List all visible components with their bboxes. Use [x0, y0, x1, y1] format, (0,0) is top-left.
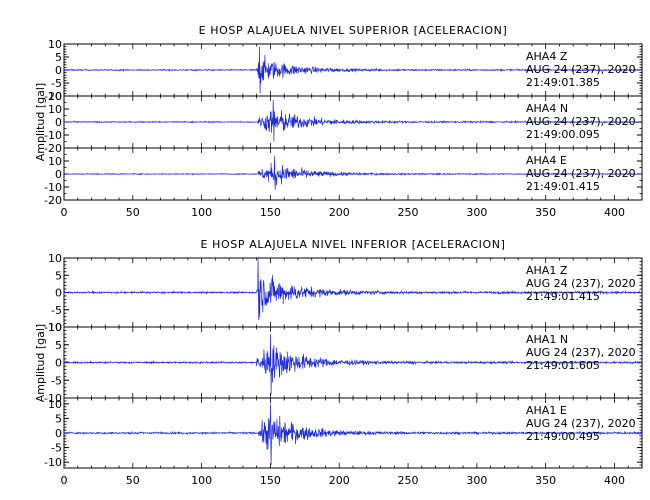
x-tick-label: 400 [604, 206, 625, 219]
x-tick-label: 300 [466, 474, 487, 487]
station-component-label: AHA1 E [526, 404, 567, 417]
chart-title: E HOSP ALAJUELA NIVEL SUPERIOR [ACELERAC… [199, 24, 508, 37]
y-tick-label: 5 [55, 412, 62, 425]
waveform-trace [63, 257, 643, 321]
y-tick-label: 10 [48, 103, 62, 116]
y-tick-label: 0 [55, 427, 62, 440]
date-label: AUG 24 (237), 2020 [526, 417, 636, 430]
x-tick-label: 100 [191, 206, 212, 219]
x-tick-label: 0 [61, 474, 68, 487]
x-tick-label: 350 [535, 206, 556, 219]
date-label: AUG 24 (237), 2020 [526, 63, 636, 76]
waveform-trace [63, 46, 643, 94]
y-tick-label: -5 [51, 442, 62, 455]
y-tick-label: -10 [44, 456, 62, 469]
y-tick-label: 0 [55, 287, 62, 300]
y-tick-label: -10 [44, 181, 62, 194]
x-tick-label: 100 [191, 474, 212, 487]
y-tick-label: 10 [48, 155, 62, 168]
date-label: AUG 24 (237), 2020 [526, 277, 636, 290]
x-tick-label: 150 [260, 474, 281, 487]
y-tick-label: 0 [55, 64, 62, 77]
x-tick-label: 0 [61, 206, 68, 219]
time-label: 21:49:01.385 [526, 76, 600, 89]
x-tick-label: 300 [466, 206, 487, 219]
station-component-label: AHA4 Z [526, 50, 568, 63]
time-label: 21:49:01.415 [526, 290, 600, 303]
station-component-label: AHA1 Z [526, 264, 568, 277]
y-tick-label: -10 [44, 90, 62, 103]
y-tick-label: 0 [55, 116, 62, 129]
y-tick-label: -10 [44, 392, 62, 405]
y-tick-label: -20 [44, 142, 62, 155]
y-tick-label: 0 [55, 357, 62, 370]
x-tick-label: 250 [398, 474, 419, 487]
x-tick-label: 350 [535, 474, 556, 487]
y-tick-label: -5 [51, 304, 62, 317]
station-component-label: AHA4 E [526, 154, 567, 167]
y-tick-label: 10 [48, 252, 62, 265]
waveform-trace [63, 403, 642, 466]
x-tick-label: 200 [329, 206, 350, 219]
chart-title: E HOSP ALAJUELA NIVEL INFERIOR [ACELERAC… [201, 238, 506, 251]
time-label: 21:49:01.415 [526, 180, 600, 193]
date-label: AUG 24 (237), 2020 [526, 346, 636, 359]
date-label: AUG 24 (237), 2020 [526, 167, 636, 180]
x-tick-label: 200 [329, 474, 350, 487]
y-tick-label: 5 [55, 51, 62, 64]
y-tick-label: 5 [55, 339, 62, 352]
x-tick-label: 150 [260, 206, 281, 219]
chart-nivel-superior: E HOSP ALAJUELA NIVEL SUPERIOR [ACELERAC… [34, 24, 643, 219]
time-label: 21:49:01.605 [526, 359, 600, 372]
y-tick-label: 10 [48, 398, 62, 411]
time-label: 21:49:00.495 [526, 430, 600, 443]
y-axis-label: Amplitud [gal] [34, 83, 47, 161]
x-tick-label: 50 [126, 474, 140, 487]
x-tick-label: 250 [398, 206, 419, 219]
waveform-trace [63, 155, 643, 190]
y-tick-label: 10 [48, 38, 62, 51]
y-tick-label: 0 [55, 168, 62, 181]
station-component-label: AHA1 N [526, 333, 568, 346]
y-tick-label: 5 [55, 269, 62, 282]
waveform-trace [63, 334, 643, 395]
y-tick-label: -5 [51, 77, 62, 90]
y-tick-label: -10 [44, 321, 62, 334]
waveform-trace [63, 99, 643, 142]
date-label: AUG 24 (237), 2020 [526, 115, 636, 128]
time-label: 21:49:00.095 [526, 128, 600, 141]
y-axis-label: Amplitud [gal] [34, 324, 47, 402]
station-component-label: AHA4 N [526, 102, 568, 115]
y-tick-label: 10 [48, 321, 62, 334]
x-tick-label: 50 [126, 206, 140, 219]
y-tick-label: -5 [51, 374, 62, 387]
x-tick-label: 400 [604, 474, 625, 487]
y-tick-label: -10 [44, 129, 62, 142]
y-tick-label: -20 [44, 194, 62, 207]
chart-nivel-inferior: E HOSP ALAJUELA NIVEL INFERIOR [ACELERAC… [34, 238, 643, 487]
y-tick-label: 20 [48, 90, 62, 103]
